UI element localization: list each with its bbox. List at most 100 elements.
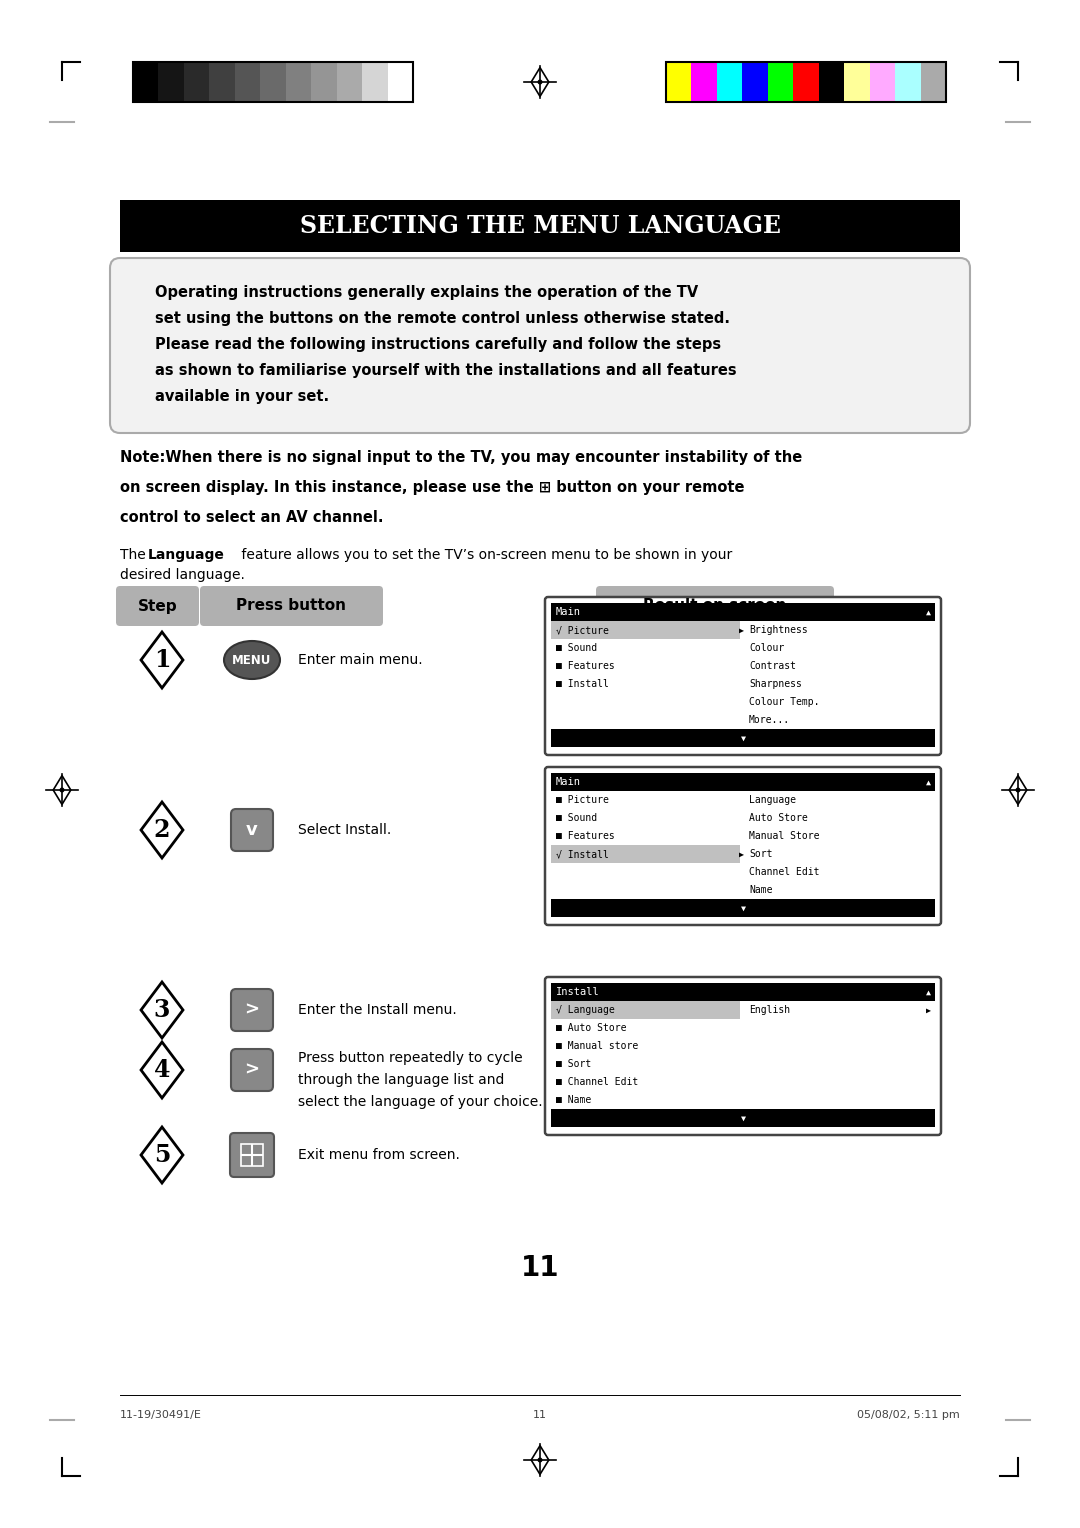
Text: MENU: MENU bbox=[232, 654, 272, 666]
Polygon shape bbox=[141, 1042, 183, 1099]
Text: control to select an AV channel.: control to select an AV channel. bbox=[120, 510, 383, 526]
Circle shape bbox=[1015, 787, 1021, 793]
Bar bbox=[551, 983, 935, 1001]
Bar bbox=[869, 63, 895, 102]
Text: ▼: ▼ bbox=[741, 1114, 745, 1123]
Bar bbox=[234, 63, 260, 102]
Text: Result on screen: Result on screen bbox=[644, 599, 786, 614]
Text: Name: Name bbox=[750, 885, 772, 895]
Text: Auto Store: Auto Store bbox=[750, 813, 808, 824]
Text: ▲: ▲ bbox=[926, 778, 931, 787]
Bar bbox=[551, 898, 935, 917]
Bar bbox=[362, 63, 388, 102]
Bar bbox=[794, 63, 819, 102]
FancyBboxPatch shape bbox=[116, 587, 199, 626]
Bar bbox=[241, 1144, 264, 1166]
Bar bbox=[184, 63, 210, 102]
Text: 4: 4 bbox=[153, 1057, 171, 1082]
Bar bbox=[819, 63, 845, 102]
Ellipse shape bbox=[224, 642, 280, 678]
Text: Press button: Press button bbox=[237, 599, 347, 614]
Text: 5: 5 bbox=[153, 1143, 171, 1167]
Circle shape bbox=[59, 787, 65, 793]
Polygon shape bbox=[531, 1445, 549, 1475]
Text: Colour: Colour bbox=[750, 643, 784, 652]
Bar bbox=[551, 845, 740, 863]
Text: Language: Language bbox=[750, 795, 796, 805]
Text: Operating instructions generally explains the operation of the TV: Operating instructions generally explain… bbox=[156, 286, 699, 301]
Text: Enter main menu.: Enter main menu. bbox=[298, 652, 422, 668]
Text: √ Picture: √ Picture bbox=[556, 625, 609, 636]
Text: Note:When there is no signal input to the TV, you may encounter instability of t: Note:When there is no signal input to th… bbox=[120, 451, 802, 465]
Text: >: > bbox=[244, 1060, 259, 1079]
Text: √ Language: √ Language bbox=[556, 1005, 615, 1015]
Bar bbox=[159, 63, 184, 102]
Text: ■ Auto Store: ■ Auto Store bbox=[556, 1024, 626, 1033]
Text: SELECTING THE MENU LANGUAGE: SELECTING THE MENU LANGUAGE bbox=[299, 214, 781, 238]
Text: select the language of your choice.: select the language of your choice. bbox=[298, 1096, 542, 1109]
Circle shape bbox=[538, 79, 542, 84]
Text: 11: 11 bbox=[521, 1254, 559, 1282]
Text: feature allows you to set the TV’s on-screen menu to be shown in your: feature allows you to set the TV’s on-sc… bbox=[237, 549, 732, 562]
Text: ■ Sound: ■ Sound bbox=[556, 813, 597, 824]
FancyBboxPatch shape bbox=[110, 258, 970, 432]
Bar bbox=[133, 63, 159, 102]
Bar bbox=[133, 63, 413, 102]
Bar bbox=[895, 63, 920, 102]
Text: ■ Features: ■ Features bbox=[556, 662, 615, 671]
FancyBboxPatch shape bbox=[545, 767, 941, 924]
Text: 3: 3 bbox=[153, 998, 171, 1022]
Text: 2: 2 bbox=[153, 817, 171, 842]
Text: Enter the Install menu.: Enter the Install menu. bbox=[298, 1002, 457, 1018]
Text: ▼: ▼ bbox=[741, 733, 745, 743]
Bar bbox=[551, 620, 740, 639]
Text: Sort: Sort bbox=[750, 850, 772, 859]
FancyBboxPatch shape bbox=[231, 989, 273, 1031]
Bar bbox=[388, 63, 413, 102]
Text: through the language list and: through the language list and bbox=[298, 1073, 504, 1086]
Text: Contrast: Contrast bbox=[750, 662, 796, 671]
Bar bbox=[845, 63, 869, 102]
Text: The: The bbox=[120, 549, 150, 562]
Text: More...: More... bbox=[750, 715, 791, 724]
Text: Channel Edit: Channel Edit bbox=[750, 866, 820, 877]
FancyBboxPatch shape bbox=[231, 1050, 273, 1091]
Text: on screen display. In this instance, please use the ⊞ button on your remote: on screen display. In this instance, ple… bbox=[120, 480, 744, 495]
Text: set using the buttons on the remote control unless otherwise stated.: set using the buttons on the remote cont… bbox=[156, 312, 730, 327]
Text: Main: Main bbox=[556, 607, 581, 617]
Text: Manual Store: Manual Store bbox=[750, 831, 820, 840]
Bar bbox=[210, 63, 234, 102]
Text: ▶: ▶ bbox=[739, 850, 743, 859]
Bar bbox=[768, 63, 794, 102]
Text: ▶: ▶ bbox=[739, 625, 743, 634]
Bar bbox=[551, 604, 935, 620]
Text: Select Install.: Select Install. bbox=[298, 824, 391, 837]
Text: Colour Temp.: Colour Temp. bbox=[750, 697, 820, 707]
Text: as shown to familiarise yourself with the installations and all features: as shown to familiarise yourself with th… bbox=[156, 364, 737, 379]
Text: ■ Sort: ■ Sort bbox=[556, 1059, 591, 1070]
Text: ▲: ▲ bbox=[926, 608, 931, 616]
Bar bbox=[551, 1109, 935, 1128]
FancyBboxPatch shape bbox=[231, 808, 273, 851]
Text: English: English bbox=[750, 1005, 791, 1015]
Text: v: v bbox=[246, 821, 258, 839]
Text: 11-19/30491/E: 11-19/30491/E bbox=[120, 1410, 202, 1420]
Bar bbox=[337, 63, 362, 102]
FancyBboxPatch shape bbox=[230, 1132, 274, 1177]
Text: √ Install: √ Install bbox=[556, 850, 609, 859]
Bar bbox=[691, 63, 717, 102]
Bar bbox=[260, 63, 286, 102]
Bar bbox=[920, 63, 946, 102]
Bar bbox=[551, 1001, 740, 1019]
Text: Install: Install bbox=[556, 987, 599, 996]
Text: Sharpness: Sharpness bbox=[750, 678, 801, 689]
FancyBboxPatch shape bbox=[596, 587, 834, 626]
Text: ▼: ▼ bbox=[741, 903, 745, 912]
Text: ▲: ▲ bbox=[926, 987, 931, 996]
Polygon shape bbox=[141, 633, 183, 688]
Text: Brightness: Brightness bbox=[750, 625, 808, 636]
Text: Please read the following instructions carefully and follow the steps: Please read the following instructions c… bbox=[156, 338, 721, 353]
Bar bbox=[742, 63, 768, 102]
Text: ■ Picture: ■ Picture bbox=[556, 795, 609, 805]
Bar bbox=[666, 63, 946, 102]
